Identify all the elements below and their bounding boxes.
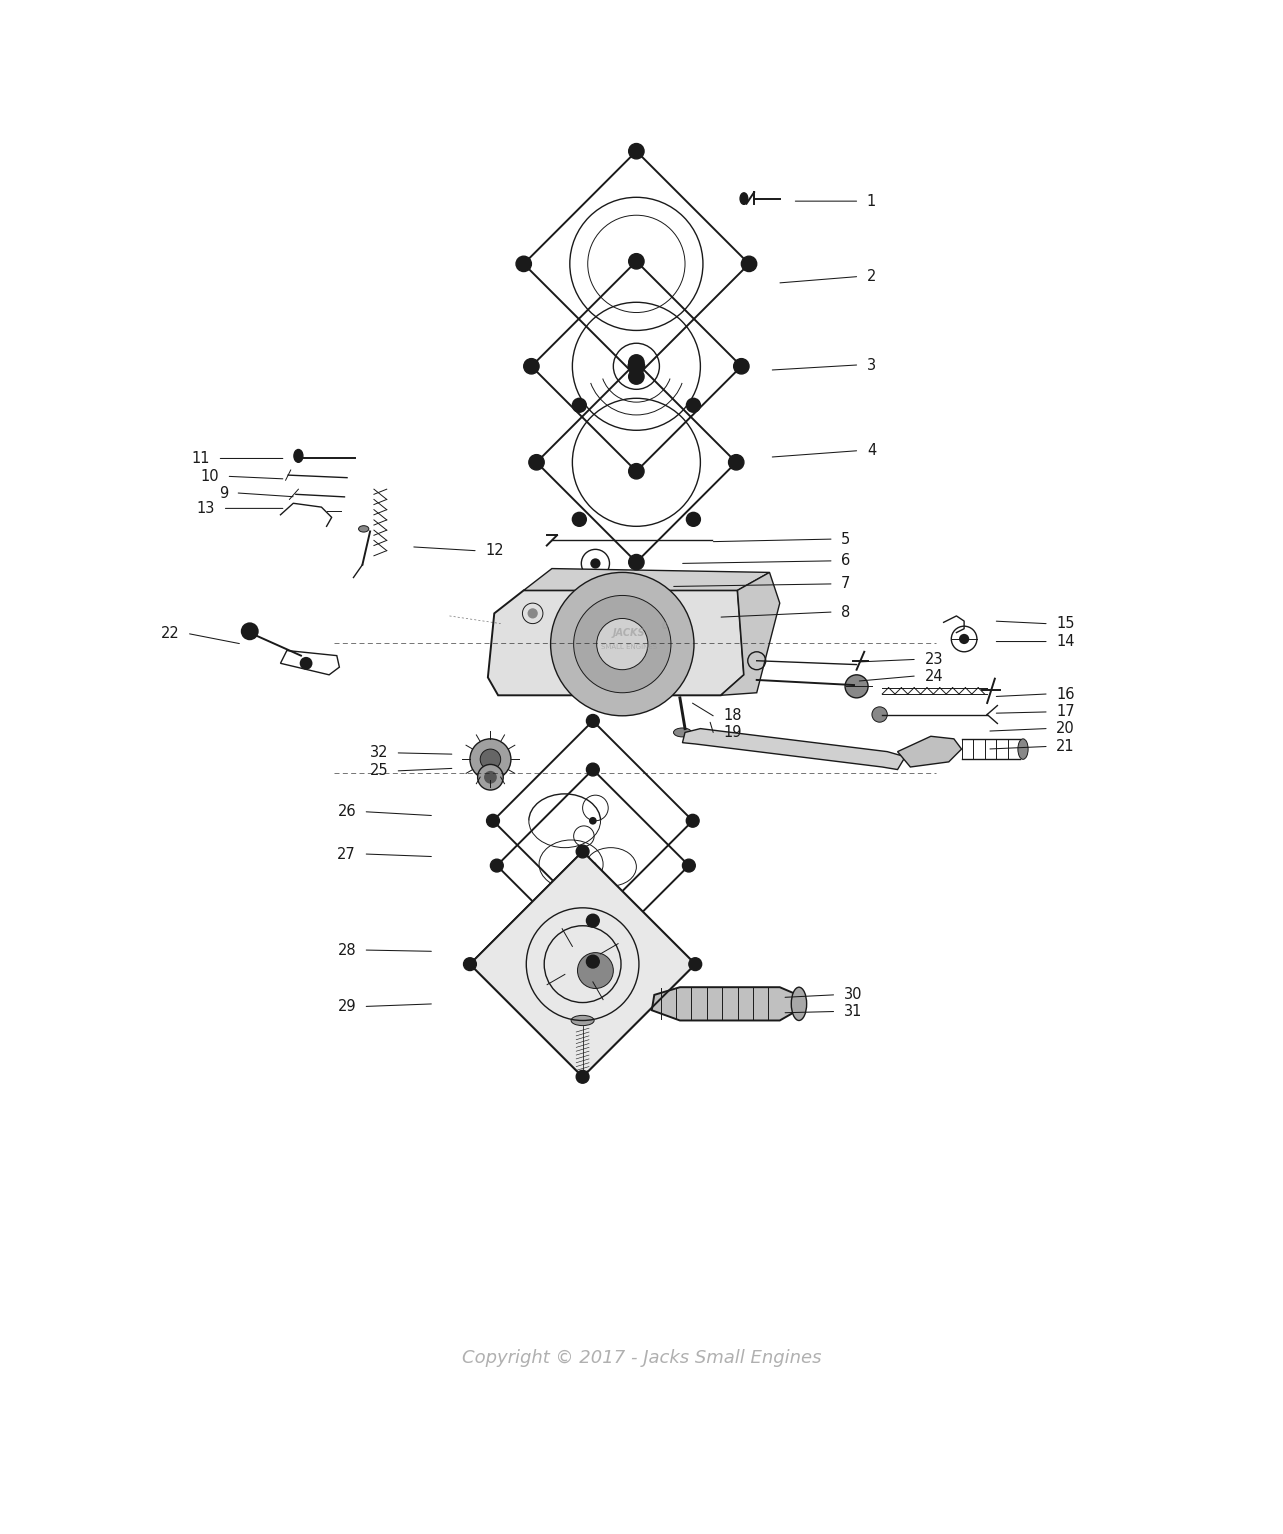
- Text: 2: 2: [867, 268, 876, 284]
- Circle shape: [484, 772, 497, 784]
- Circle shape: [586, 715, 599, 727]
- Circle shape: [586, 914, 599, 927]
- Text: 10: 10: [200, 469, 219, 483]
- Circle shape: [486, 815, 499, 827]
- Text: 26: 26: [337, 804, 355, 819]
- Text: 13: 13: [196, 502, 216, 515]
- Text: 19: 19: [724, 726, 742, 739]
- Circle shape: [586, 956, 599, 968]
- Ellipse shape: [571, 1016, 594, 1026]
- Circle shape: [576, 1071, 589, 1083]
- Circle shape: [742, 256, 757, 272]
- Circle shape: [683, 859, 695, 871]
- Circle shape: [689, 957, 702, 971]
- Text: 29: 29: [337, 999, 355, 1014]
- Circle shape: [686, 815, 699, 827]
- Circle shape: [872, 707, 888, 723]
- Text: 27: 27: [337, 847, 355, 862]
- Circle shape: [629, 144, 644, 160]
- Circle shape: [685, 397, 701, 413]
- Circle shape: [597, 618, 648, 670]
- Text: 18: 18: [724, 709, 742, 724]
- Text: ©: ©: [661, 621, 668, 630]
- Text: 22: 22: [160, 626, 180, 641]
- Circle shape: [590, 558, 600, 569]
- Text: Copyright © 2017 - Jacks Small Engines: Copyright © 2017 - Jacks Small Engines: [462, 1350, 821, 1367]
- Circle shape: [480, 749, 500, 770]
- Ellipse shape: [792, 988, 807, 1020]
- Text: 15: 15: [1056, 617, 1075, 630]
- Circle shape: [685, 512, 701, 528]
- Text: SMALL ENGINES: SMALL ENGINES: [600, 644, 657, 650]
- Text: 7: 7: [842, 577, 851, 592]
- Ellipse shape: [294, 449, 303, 462]
- Text: 28: 28: [337, 942, 355, 957]
- Text: 11: 11: [191, 451, 210, 466]
- Circle shape: [629, 354, 644, 370]
- Ellipse shape: [740, 193, 748, 204]
- Text: 9: 9: [218, 486, 228, 500]
- Text: 17: 17: [1056, 704, 1075, 719]
- Circle shape: [576, 845, 589, 858]
- Polygon shape: [721, 572, 780, 695]
- Text: 1: 1: [867, 193, 876, 209]
- Circle shape: [629, 554, 644, 569]
- Circle shape: [958, 634, 969, 644]
- Circle shape: [629, 253, 644, 268]
- Circle shape: [586, 762, 599, 776]
- Polygon shape: [470, 851, 695, 1077]
- Circle shape: [845, 675, 869, 698]
- Polygon shape: [523, 569, 770, 591]
- Circle shape: [241, 623, 259, 640]
- Text: 3: 3: [867, 357, 876, 373]
- Text: 21: 21: [1056, 739, 1075, 755]
- Circle shape: [629, 463, 644, 479]
- Circle shape: [490, 859, 503, 871]
- Text: 6: 6: [842, 554, 851, 569]
- Polygon shape: [488, 591, 744, 695]
- Circle shape: [589, 818, 597, 825]
- Text: 23: 23: [925, 652, 943, 667]
- Circle shape: [574, 595, 671, 693]
- Text: 31: 31: [844, 1005, 862, 1019]
- Polygon shape: [652, 988, 798, 1020]
- Circle shape: [529, 454, 544, 469]
- Circle shape: [629, 368, 644, 384]
- Ellipse shape: [358, 526, 368, 532]
- Polygon shape: [683, 729, 906, 770]
- Circle shape: [572, 397, 588, 413]
- Circle shape: [589, 862, 597, 870]
- Circle shape: [477, 764, 503, 790]
- Text: 30: 30: [844, 988, 862, 1002]
- Circle shape: [523, 359, 539, 374]
- Circle shape: [527, 609, 538, 618]
- Text: 20: 20: [1056, 721, 1075, 736]
- Text: JACKS: JACKS: [612, 627, 645, 638]
- Text: 32: 32: [370, 746, 387, 761]
- Text: 8: 8: [842, 604, 851, 620]
- Text: 4: 4: [867, 443, 876, 459]
- Circle shape: [627, 357, 645, 376]
- Circle shape: [729, 454, 744, 469]
- Circle shape: [577, 953, 613, 988]
- Circle shape: [300, 657, 313, 670]
- Polygon shape: [898, 736, 961, 767]
- Circle shape: [470, 739, 511, 779]
- Text: 14: 14: [1056, 634, 1075, 649]
- Circle shape: [516, 256, 531, 272]
- Text: 24: 24: [925, 669, 943, 684]
- Circle shape: [734, 359, 749, 374]
- Circle shape: [572, 512, 588, 528]
- Ellipse shape: [674, 729, 692, 736]
- Text: 25: 25: [370, 764, 387, 778]
- Ellipse shape: [1017, 739, 1028, 759]
- Circle shape: [463, 957, 476, 971]
- Text: 16: 16: [1056, 687, 1075, 701]
- Text: 5: 5: [842, 532, 851, 546]
- Text: 12: 12: [485, 543, 504, 558]
- Circle shape: [550, 572, 694, 716]
